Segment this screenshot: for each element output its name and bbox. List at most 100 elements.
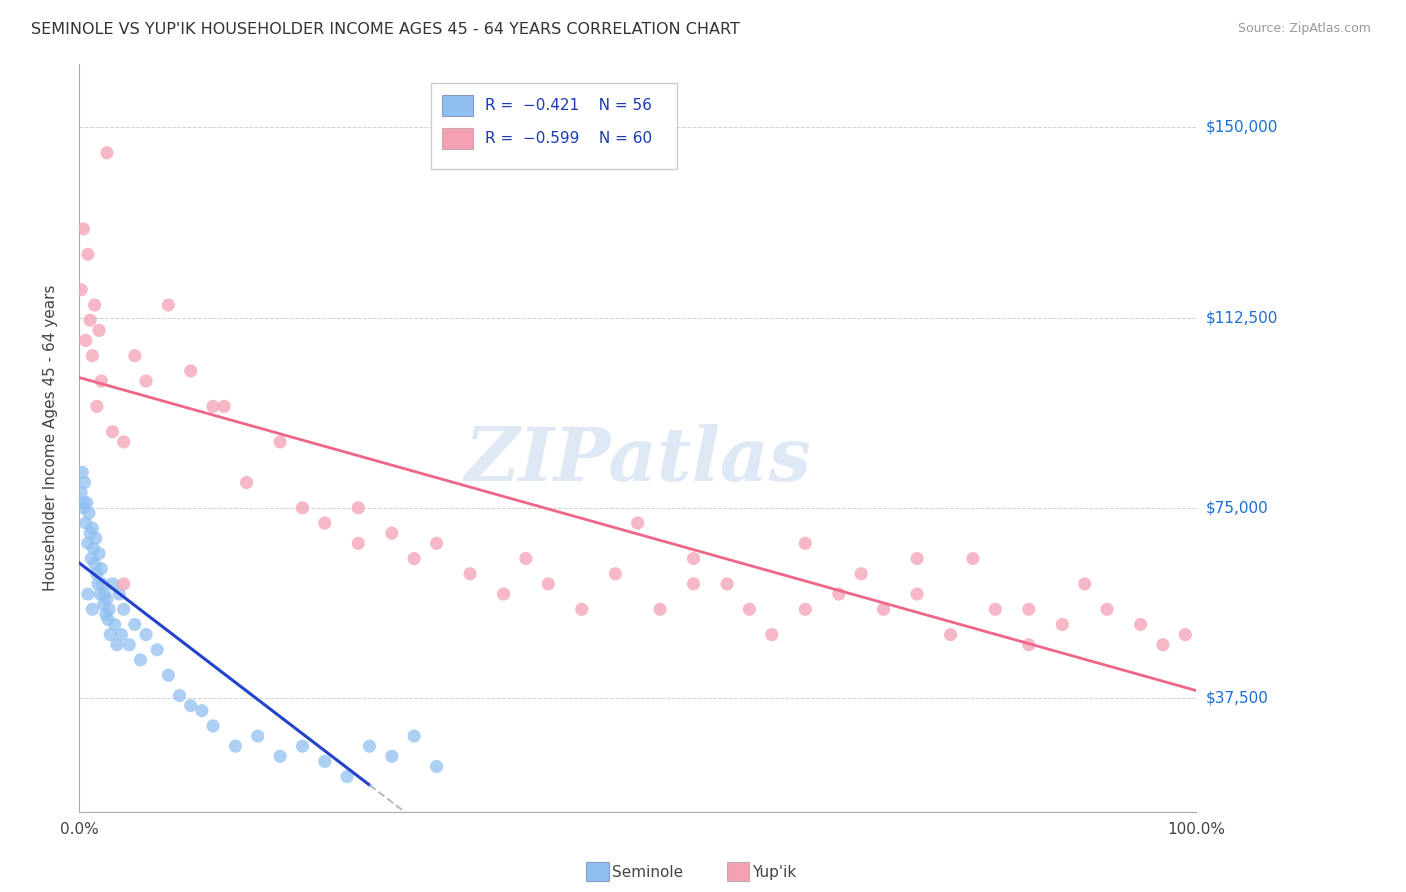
Point xyxy=(682,577,704,591)
Point xyxy=(105,638,128,652)
Point xyxy=(336,770,359,784)
Point xyxy=(425,536,447,550)
Point xyxy=(492,587,515,601)
Point xyxy=(1052,617,1074,632)
Text: ZIPatlas: ZIPatlas xyxy=(464,425,811,497)
Point xyxy=(157,298,180,312)
Point xyxy=(515,551,537,566)
Point xyxy=(794,602,817,616)
Point xyxy=(101,425,124,439)
Point xyxy=(124,617,146,632)
Point xyxy=(872,602,894,616)
Point xyxy=(1152,638,1174,652)
Point xyxy=(72,496,94,510)
Point xyxy=(101,577,124,591)
Point xyxy=(98,602,121,616)
Point xyxy=(135,627,157,641)
Point xyxy=(235,475,257,490)
Point xyxy=(72,500,94,515)
Point xyxy=(939,627,962,641)
Point xyxy=(314,755,336,769)
Point xyxy=(1174,627,1197,641)
Point xyxy=(72,466,94,480)
Point xyxy=(112,577,135,591)
Point xyxy=(425,759,447,773)
Point xyxy=(314,516,336,530)
Point xyxy=(1129,617,1152,632)
Point xyxy=(112,602,135,616)
Point xyxy=(682,551,704,566)
Point xyxy=(86,400,108,414)
Y-axis label: Householder Income Ages 45 - 64 years: Householder Income Ages 45 - 64 years xyxy=(44,285,58,591)
Point xyxy=(905,587,928,601)
Point xyxy=(108,587,131,601)
Point xyxy=(404,551,426,566)
Point xyxy=(82,521,104,535)
Point xyxy=(180,364,202,378)
Point xyxy=(984,602,1007,616)
Point xyxy=(347,536,370,550)
Point xyxy=(86,566,108,581)
Text: $75,000: $75,000 xyxy=(1206,500,1268,516)
Text: $112,500: $112,500 xyxy=(1206,310,1278,326)
Point xyxy=(269,434,291,449)
Point xyxy=(93,597,115,611)
Point xyxy=(212,400,235,414)
Point xyxy=(70,283,93,297)
FancyBboxPatch shape xyxy=(432,83,676,169)
Point xyxy=(75,516,97,530)
Point xyxy=(627,516,650,530)
Point xyxy=(77,587,100,601)
Text: Yup'ik: Yup'ik xyxy=(752,865,796,880)
Point xyxy=(96,592,118,607)
Text: R =  −0.421    N = 56: R = −0.421 N = 56 xyxy=(485,98,651,112)
Point xyxy=(72,222,94,236)
Point xyxy=(1095,602,1118,616)
Point xyxy=(191,704,214,718)
Point xyxy=(291,500,314,515)
Point xyxy=(82,541,104,556)
Point xyxy=(90,374,112,388)
Point xyxy=(77,506,100,520)
Point xyxy=(605,566,627,581)
Text: SEMINOLE VS YUP'IK HOUSEHOLDER INCOME AGES 45 - 64 YEARS CORRELATION CHART: SEMINOLE VS YUP'IK HOUSEHOLDER INCOME AG… xyxy=(31,22,740,37)
Point xyxy=(87,323,110,337)
Point xyxy=(87,546,110,560)
FancyBboxPatch shape xyxy=(441,128,474,149)
Point xyxy=(77,247,100,261)
Point xyxy=(761,627,783,641)
Point xyxy=(73,475,96,490)
Point xyxy=(851,566,873,581)
Point xyxy=(97,612,120,626)
Point xyxy=(79,313,101,327)
Point xyxy=(87,577,110,591)
Point xyxy=(537,577,560,591)
Point xyxy=(381,749,404,764)
Text: Source: ZipAtlas.com: Source: ZipAtlas.com xyxy=(1237,22,1371,36)
Point xyxy=(291,739,314,754)
Point xyxy=(83,557,105,571)
Point xyxy=(110,627,132,641)
Point xyxy=(90,562,112,576)
Point xyxy=(962,551,984,566)
Point xyxy=(246,729,269,743)
Point xyxy=(347,500,370,515)
Point xyxy=(169,689,191,703)
Point xyxy=(104,617,127,632)
Point xyxy=(135,374,157,388)
Text: $150,000: $150,000 xyxy=(1206,120,1278,135)
Point xyxy=(828,587,851,601)
Point xyxy=(98,627,121,641)
Point xyxy=(80,551,103,566)
Text: $37,500: $37,500 xyxy=(1206,690,1270,706)
Point xyxy=(716,577,738,591)
Point xyxy=(82,602,104,616)
Text: R =  −0.599    N = 60: R = −0.599 N = 60 xyxy=(485,131,652,146)
Point xyxy=(89,587,111,601)
Point xyxy=(118,638,141,652)
Point xyxy=(91,577,114,591)
Point xyxy=(129,653,152,667)
Point xyxy=(77,536,100,550)
Point xyxy=(1073,577,1095,591)
Point xyxy=(76,496,98,510)
